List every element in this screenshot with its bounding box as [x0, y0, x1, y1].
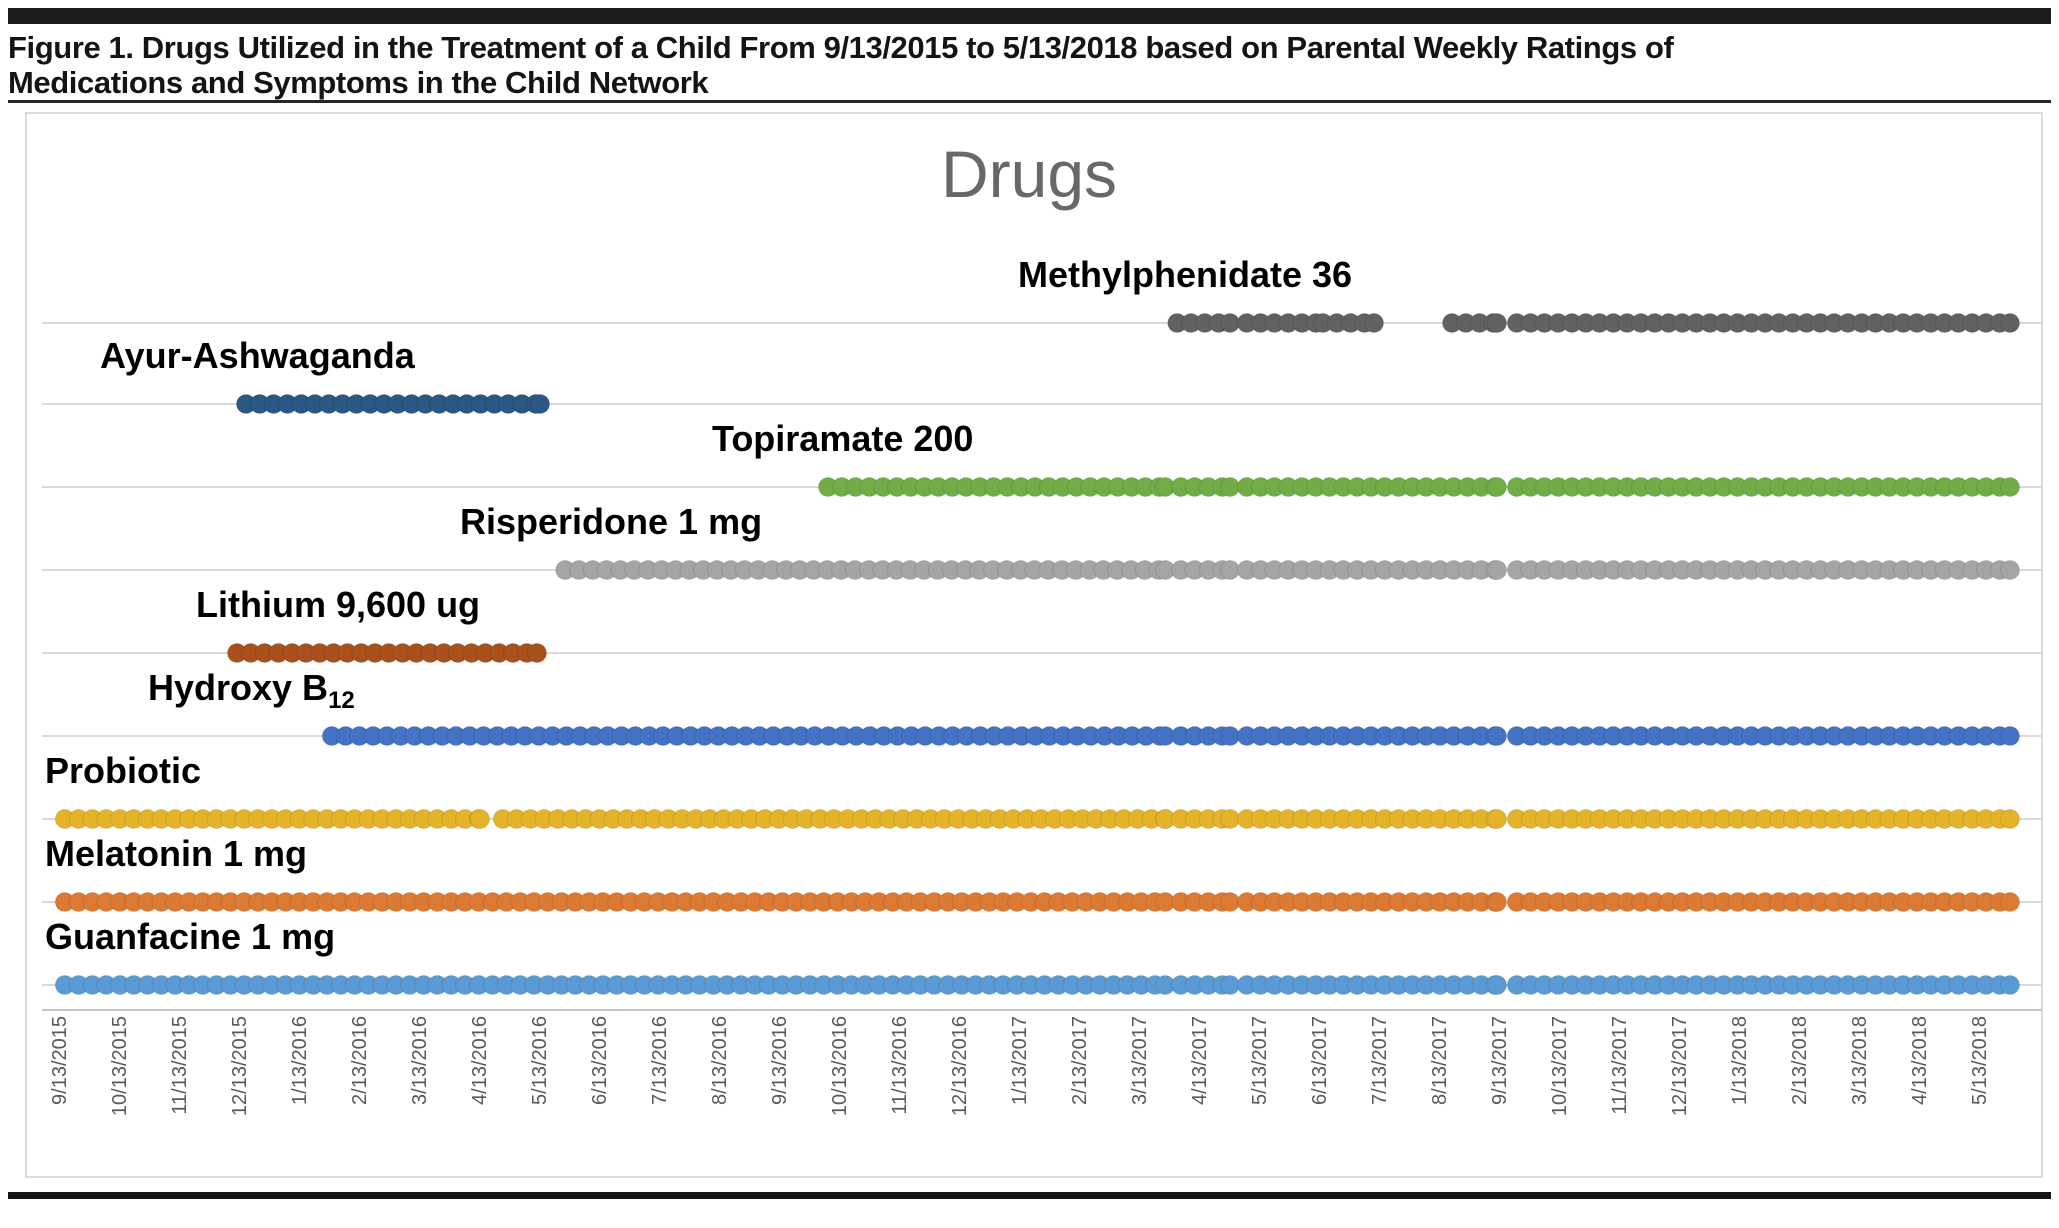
x-axis-tick-label: 1/13/2018 [1729, 1016, 1751, 1105]
drug-label: Melatonin 1 mg [45, 833, 308, 874]
week-dot [1487, 313, 1507, 333]
drug-label: Methylphenidate 36 [1018, 254, 1353, 295]
week-dot [2000, 477, 2020, 497]
drug-dot-row [54, 975, 2020, 995]
top-rule [8, 8, 2051, 24]
x-axis-tick-label: 11/13/2016 [889, 1016, 911, 1115]
week-dot [1220, 975, 1240, 995]
figure-caption: Figure 1. Drugs Utilized in the Treatmen… [8, 30, 2051, 100]
drug-label: Lithium 9,600 ug [196, 584, 481, 625]
week-dot [2000, 975, 2020, 995]
week-dot [530, 394, 550, 414]
x-axis-tick-label: 9/13/2016 [769, 1016, 791, 1105]
drug-dot-row [54, 809, 2020, 829]
x-axis-tick-label: 1/13/2016 [289, 1016, 311, 1105]
drug-label: Probiotic [45, 750, 202, 791]
x-axis-tick-label: 9/13/2017 [1489, 1016, 1511, 1105]
caption-divider-rule [8, 100, 2051, 103]
x-axis-tick-label: 6/13/2016 [589, 1016, 611, 1105]
x-axis-tick-label: 4/13/2017 [1189, 1016, 1211, 1105]
week-dot [2000, 313, 2020, 333]
x-axis-tick-label: 12/13/2016 [949, 1016, 971, 1117]
week-dot [1487, 809, 1507, 829]
x-axis-tick-label: 10/13/2016 [829, 1016, 851, 1117]
x-axis-tick-label: 11/13/2017 [1609, 1016, 1631, 1115]
x-axis-tick-label: 5/13/2017 [1249, 1016, 1271, 1105]
week-dot [1487, 477, 1507, 497]
x-axis-tick-label: 6/13/2017 [1309, 1016, 1331, 1105]
drug-dot-row [1167, 313, 2020, 333]
drug-dot-row [321, 726, 2020, 746]
figure-caption-line-1: Figure 1. Drugs Utilized in the Treatmen… [8, 30, 1674, 65]
chart-title: Drugs [940, 137, 1118, 211]
drug-label: Hydroxy B12 [148, 667, 355, 715]
x-axis-tick-label: 2/13/2016 [349, 1016, 371, 1105]
week-dot [1220, 560, 1240, 580]
x-axis-tick-label: 3/13/2017 [1129, 1016, 1151, 1105]
x-axis-tick-label: 8/13/2016 [709, 1016, 731, 1105]
drug-label: Topiramate 200 [712, 418, 974, 459]
week-dot [1487, 892, 1507, 912]
week-dot [1364, 313, 1384, 333]
x-axis-tick-label: 7/13/2016 [649, 1016, 671, 1105]
x-axis-tick-label: 10/13/2017 [1549, 1016, 1571, 1117]
x-axis-tick-label: 8/13/2017 [1429, 1016, 1451, 1105]
week-dot [470, 809, 490, 829]
x-axis-tick-label: 9/13/2015 [49, 1016, 71, 1105]
x-axis-tick-label: 5/13/2016 [529, 1016, 551, 1105]
week-dot [2000, 892, 2020, 912]
figure-caption-line-2: Medications and Symptoms in the Child Ne… [8, 65, 709, 100]
x-axis-tick-label: 7/13/2017 [1369, 1016, 1391, 1105]
x-axis-tick-label: 2/13/2017 [1069, 1016, 1091, 1105]
drug-dot-row [818, 477, 2020, 497]
x-axis-tick-label: 12/13/2017 [1669, 1016, 1691, 1117]
drug-dot-row [227, 643, 547, 663]
x-axis-tick-label: 4/13/2016 [469, 1016, 491, 1105]
x-axis-tick-label: 4/13/2018 [1909, 1016, 1931, 1105]
week-dot [1487, 975, 1507, 995]
x-axis-tick-label: 12/13/2015 [229, 1016, 251, 1117]
week-dot [1487, 560, 1507, 580]
drug-dot-row [236, 394, 550, 414]
x-axis-tick-label: 3/13/2016 [409, 1016, 431, 1105]
drug-label: Risperidone 1 mg [460, 501, 763, 542]
drug-dot-row [555, 560, 2020, 580]
week-dot [2000, 809, 2020, 829]
week-dot [1220, 892, 1240, 912]
week-dot [527, 643, 547, 663]
week-dot [1220, 726, 1240, 746]
week-dot [1220, 477, 1240, 497]
week-dot [1487, 726, 1507, 746]
week-dot [2000, 560, 2020, 580]
x-axis-tick-label: 5/13/2018 [1969, 1016, 1991, 1105]
x-axis-tick-label: 3/13/2018 [1849, 1016, 1871, 1105]
week-dot [1220, 313, 1240, 333]
week-dot [1220, 809, 1240, 829]
bottom-rule [8, 1192, 2051, 1199]
x-axis-tick-label: 1/13/2017 [1009, 1016, 1031, 1105]
x-axis-tick-label: 11/13/2015 [169, 1016, 191, 1115]
drug-label: Guanfacine 1 mg [45, 916, 336, 957]
drug-label: Ayur-Ashwaganda [100, 335, 415, 376]
drug-dot-row [54, 892, 2020, 912]
x-axis-tick-label: 2/13/2018 [1789, 1016, 1811, 1105]
week-dot [2000, 726, 2020, 746]
x-axis-tick-label: 10/13/2015 [109, 1016, 131, 1117]
